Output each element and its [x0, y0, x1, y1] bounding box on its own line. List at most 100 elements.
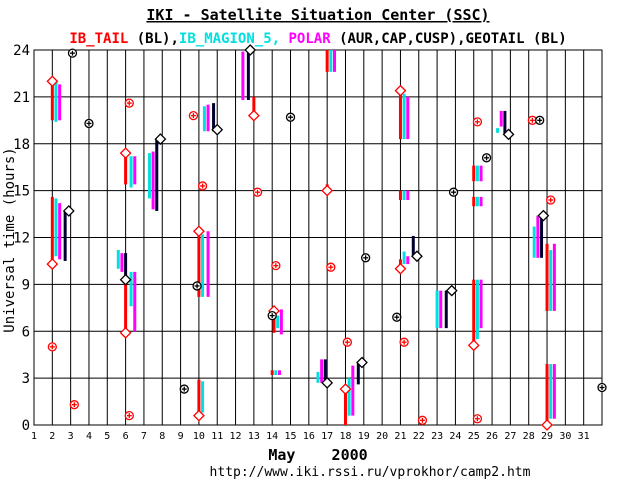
legend: IB_TAIL (BL),IB_MAGION_5, POLAR (AUR,CAP… [69, 31, 566, 47]
marker-circle-plus-35 [399, 337, 409, 347]
marker-circle-plus-46 [285, 112, 296, 122]
marker-circle-plus-28 [124, 98, 134, 108]
marker-circle-plus-30 [197, 181, 208, 191]
y-tick-12: 12 [13, 231, 30, 247]
marker-diamond-11 [247, 109, 260, 122]
marker-circle-plus-38 [472, 117, 483, 127]
segment-magion-20 [201, 381, 205, 413]
data-segments [50, 50, 556, 425]
segment-polar-55 [406, 256, 410, 265]
x-tick-19: 19 [358, 431, 370, 442]
segment-ib_tail-33 [272, 310, 276, 333]
marker-circle-plus-40 [546, 195, 556, 205]
legend-entry-4: (AUR,CAP,CUSP), [331, 31, 466, 47]
marker-diamond-18 [394, 262, 407, 275]
x-tick-20: 20 [376, 431, 388, 442]
marker-diamond-2 [62, 205, 75, 217]
x-tick-17: 17 [321, 431, 333, 442]
segment-ib_tail-63 [472, 196, 476, 207]
x-tick-15: 15 [284, 431, 296, 442]
marker-diamond-8 [192, 225, 205, 238]
marker-circle-plus-27 [124, 410, 134, 421]
marker-circle-plus-42 [84, 118, 94, 129]
segment-geotail-26 [212, 103, 216, 132]
segment-polar-41 [332, 50, 336, 72]
marker-diamond-20 [445, 284, 458, 297]
marker-diamond-21 [467, 339, 480, 352]
segment-polar-65 [479, 196, 483, 207]
segment-magion-64 [475, 196, 479, 207]
segment-polar-25 [206, 104, 210, 132]
x-tick-4: 4 [86, 431, 92, 442]
x-tick-25: 25 [468, 431, 480, 442]
segment-magion-69 [496, 128, 500, 133]
segment-magion-34 [276, 315, 280, 329]
marker-diamond-23 [537, 209, 550, 222]
x-tick-18: 18 [339, 431, 351, 442]
marker-circle-plus-37 [472, 414, 483, 424]
marker-diamond-16 [356, 356, 368, 369]
legend-entry-1: (BL), [128, 31, 179, 47]
y-tick-21: 21 [13, 90, 30, 106]
segment-geotail-74 [540, 215, 544, 258]
marker-diamond-6 [154, 133, 167, 145]
segment-magion-7 [116, 250, 120, 269]
y-tick-6: 6 [22, 324, 30, 340]
marker-circle-plus-29 [188, 110, 199, 121]
segment-ib_tail-66 [472, 165, 476, 182]
marker-diamond-14 [321, 376, 334, 389]
x-tick-28: 28 [523, 431, 535, 442]
segment-polar-52 [406, 190, 410, 200]
marker-circle-plus-49 [448, 187, 459, 197]
legend-entry-2: IB_MAGION_5, [179, 31, 280, 47]
x-tick-11: 11 [211, 431, 223, 442]
x-tick-6: 6 [123, 431, 129, 442]
marker-circle-plus-52 [597, 382, 607, 393]
x-tick-13: 13 [248, 431, 260, 442]
legend-entry-3: POLAR [280, 31, 331, 47]
x-tick-31: 31 [578, 431, 590, 442]
marker-circle-plus-33 [326, 262, 336, 272]
segment-ib_tail-78 [545, 364, 549, 425]
segment-polar-35 [279, 309, 283, 335]
x-tick-12: 12 [230, 431, 242, 442]
segment-ib_tail-43 [343, 387, 347, 425]
segment-polar-49 [406, 96, 410, 140]
segment-magion-48 [402, 93, 406, 140]
marker-diamond-22 [502, 128, 515, 141]
data-markers [46, 44, 607, 431]
segment-polar-68 [479, 165, 483, 182]
x-tick-27: 27 [504, 431, 516, 442]
segment-ib_tail-60 [472, 279, 476, 346]
segment-magion-54 [402, 251, 406, 265]
segment-polar-62 [479, 279, 483, 329]
segment-magion-67 [475, 165, 479, 182]
segment-polar-15 [133, 156, 137, 185]
marker-diamond-5 [119, 147, 132, 160]
segment-magion-57 [435, 290, 439, 329]
y-axis-label: Universal time (hours) [2, 147, 18, 332]
segment-ib_tail-19 [197, 379, 201, 416]
segment-ib_tail-21 [197, 231, 201, 297]
segment-magion-1 [54, 198, 58, 257]
segment-magion-61 [475, 279, 479, 340]
legend-entry-0: IB_TAIL [69, 31, 128, 47]
marker-circle-plus-31 [252, 187, 263, 197]
segment-ib_tail-50 [398, 190, 402, 200]
segment-magion-11 [129, 271, 133, 307]
x-tick-10: 10 [193, 431, 205, 442]
y-tick-24: 24 [13, 43, 30, 59]
segment-ib_tail-10 [124, 275, 128, 333]
segment-polar-28 [241, 51, 245, 100]
marker-diamond-17 [394, 84, 407, 97]
segment-geotail-3 [63, 210, 67, 261]
segment-ib_tail-30 [270, 370, 274, 375]
segment-polar-6 [58, 84, 62, 121]
marker-circle-plus-36 [417, 415, 428, 425]
marker-diamond-7 [192, 409, 205, 422]
segment-magion-36 [316, 371, 320, 383]
segment-polar-45 [351, 365, 355, 416]
marker-circle-plus-26 [69, 400, 79, 410]
segment-magion-22 [201, 234, 205, 297]
